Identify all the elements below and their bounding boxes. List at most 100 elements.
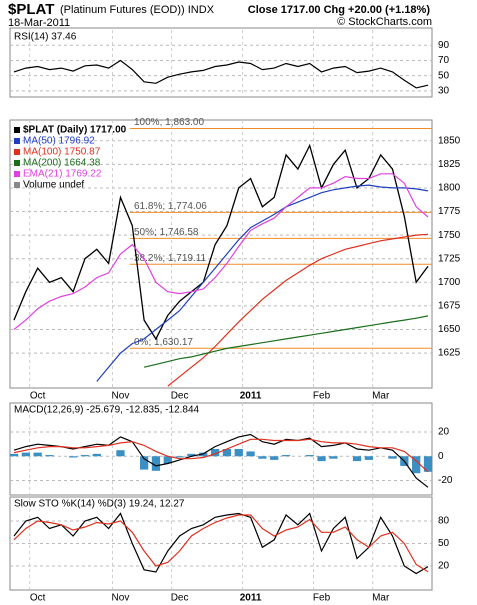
x-tick-label: Mar bbox=[372, 391, 390, 402]
y-tick-label: 1750 bbox=[438, 230, 461, 241]
legend-label: MA(100) 1750.87 bbox=[23, 147, 101, 158]
series-line bbox=[13, 173, 429, 330]
x-tick-label: Mar bbox=[372, 593, 390, 604]
y-tick-label: 50 bbox=[438, 538, 450, 549]
legend-label: Volume undef bbox=[23, 180, 84, 191]
histogram-bar bbox=[92, 453, 101, 457]
histogram-bar bbox=[317, 456, 326, 462]
legend-swatch bbox=[14, 149, 20, 155]
legend-label: MA(200) 1664.38 bbox=[23, 158, 101, 169]
legend-label: $PLAT (Daily) 1717.00 bbox=[23, 125, 127, 136]
panel-title: MACD(12,26,9) -25.679, -12.835, -12.844 bbox=[14, 405, 200, 416]
x-tick-label: Nov bbox=[112, 593, 130, 604]
histogram-bar bbox=[364, 456, 373, 460]
series-line bbox=[13, 59, 429, 89]
y-tick-label: 80 bbox=[438, 516, 450, 527]
credit: © StockCharts.com bbox=[337, 16, 432, 28]
fib-label: 100%; 1,863.00 bbox=[134, 117, 204, 128]
x-tick-label: Dec bbox=[171, 391, 189, 402]
series-line bbox=[96, 184, 429, 382]
x-tick-label: Dec bbox=[171, 593, 189, 604]
histogram-bar bbox=[80, 455, 90, 457]
x-tick-label: Feb bbox=[313, 593, 331, 604]
histogram-bar bbox=[281, 455, 291, 457]
y-tick-label: 1800 bbox=[438, 183, 461, 194]
histogram-bar bbox=[222, 449, 232, 457]
histogram-bar bbox=[270, 456, 279, 460]
histogram-bar bbox=[352, 456, 362, 462]
y-tick-label: 1675 bbox=[438, 301, 461, 312]
y-tick-label: 50 bbox=[438, 70, 450, 81]
x-tick-label: Nov bbox=[112, 391, 130, 402]
histogram-bar bbox=[388, 456, 397, 459]
series-line bbox=[13, 512, 429, 575]
histogram-bar bbox=[139, 456, 149, 470]
y-tick-label: 20 bbox=[438, 561, 450, 572]
panel-title: Slow STO %K(14) %D(3) 19.24, 12.27 bbox=[14, 499, 185, 510]
legend-swatch bbox=[14, 160, 20, 166]
histogram-bar bbox=[9, 453, 19, 457]
symbol: $PLAT bbox=[8, 1, 54, 18]
histogram-bar bbox=[175, 456, 184, 458]
x-tick-label: Oct bbox=[30, 593, 46, 604]
quote: Close 1717.00 Chg +20.00 (+1.18%) bbox=[248, 4, 431, 16]
histogram-bar bbox=[305, 455, 314, 457]
legend-label: MA(50) 1796.92 bbox=[23, 136, 95, 147]
fib-label: 0%; 1,630.17 bbox=[134, 337, 193, 348]
y-tick-label: 1850 bbox=[438, 135, 461, 146]
histogram-bar bbox=[246, 451, 255, 457]
legend-swatch bbox=[14, 138, 20, 144]
histogram-bar bbox=[423, 456, 433, 472]
histogram-bar bbox=[45, 455, 54, 457]
histogram-bar bbox=[69, 456, 78, 458]
histogram-bar bbox=[234, 449, 243, 457]
legend-swatch bbox=[14, 171, 20, 177]
y-tick-label: 1700 bbox=[438, 277, 461, 288]
y-tick-label: 1825 bbox=[438, 159, 461, 170]
histogram-bar bbox=[199, 452, 208, 457]
instrument-name: (Platinum Futures (EOD)) INDX bbox=[60, 4, 215, 16]
series-line bbox=[167, 233, 429, 387]
histogram-bar bbox=[187, 453, 196, 457]
legend-label: EMA(21) 1769.22 bbox=[23, 169, 102, 180]
x-tick-label: Feb bbox=[313, 391, 331, 402]
x-tick-label: 2011 bbox=[240, 593, 262, 604]
series-line bbox=[13, 514, 429, 573]
histogram-bar bbox=[151, 456, 161, 471]
histogram-bar bbox=[116, 450, 125, 457]
y-tick-label: 1725 bbox=[438, 253, 461, 264]
histogram-bar bbox=[412, 456, 421, 474]
series-line bbox=[13, 438, 429, 473]
legend-swatch bbox=[14, 127, 20, 133]
y-tick-label: 1625 bbox=[438, 348, 461, 359]
y-tick-label: 30 bbox=[438, 86, 450, 97]
y-tick-label: 90 bbox=[438, 40, 450, 51]
x-tick-label: Oct bbox=[30, 391, 46, 402]
date: 18-Mar-2011 bbox=[8, 17, 70, 29]
y-tick-label: 1775 bbox=[438, 206, 461, 217]
histogram-bar bbox=[329, 456, 338, 459]
y-tick-label: 20 bbox=[438, 427, 450, 438]
fib-label: 50%; 1,746.58 bbox=[134, 227, 199, 238]
histogram-bar bbox=[163, 456, 172, 464]
series-line bbox=[13, 433, 429, 488]
histogram-bar bbox=[21, 452, 30, 457]
histogram-bar bbox=[210, 449, 220, 457]
panel-frame bbox=[9, 27, 433, 98]
fib-label: 38.2%; 1,719.11 bbox=[134, 253, 207, 264]
x-tick-label: 2011 bbox=[240, 391, 262, 402]
y-tick-label: 0 bbox=[438, 451, 444, 462]
y-tick-label: -20 bbox=[438, 475, 453, 486]
y-tick-label: 70 bbox=[438, 55, 450, 66]
panel-title: RSI(14) 37.46 bbox=[14, 32, 77, 43]
y-tick-label: 1650 bbox=[438, 324, 461, 335]
panel-frame bbox=[9, 402, 433, 496]
panel-frame bbox=[9, 119, 433, 389]
series-line bbox=[143, 315, 429, 368]
fib-label: 61.8%; 1,774.06 bbox=[134, 201, 207, 212]
histogram-bar bbox=[258, 456, 267, 459]
histogram-bar bbox=[33, 452, 42, 457]
legend-swatch bbox=[14, 182, 20, 188]
